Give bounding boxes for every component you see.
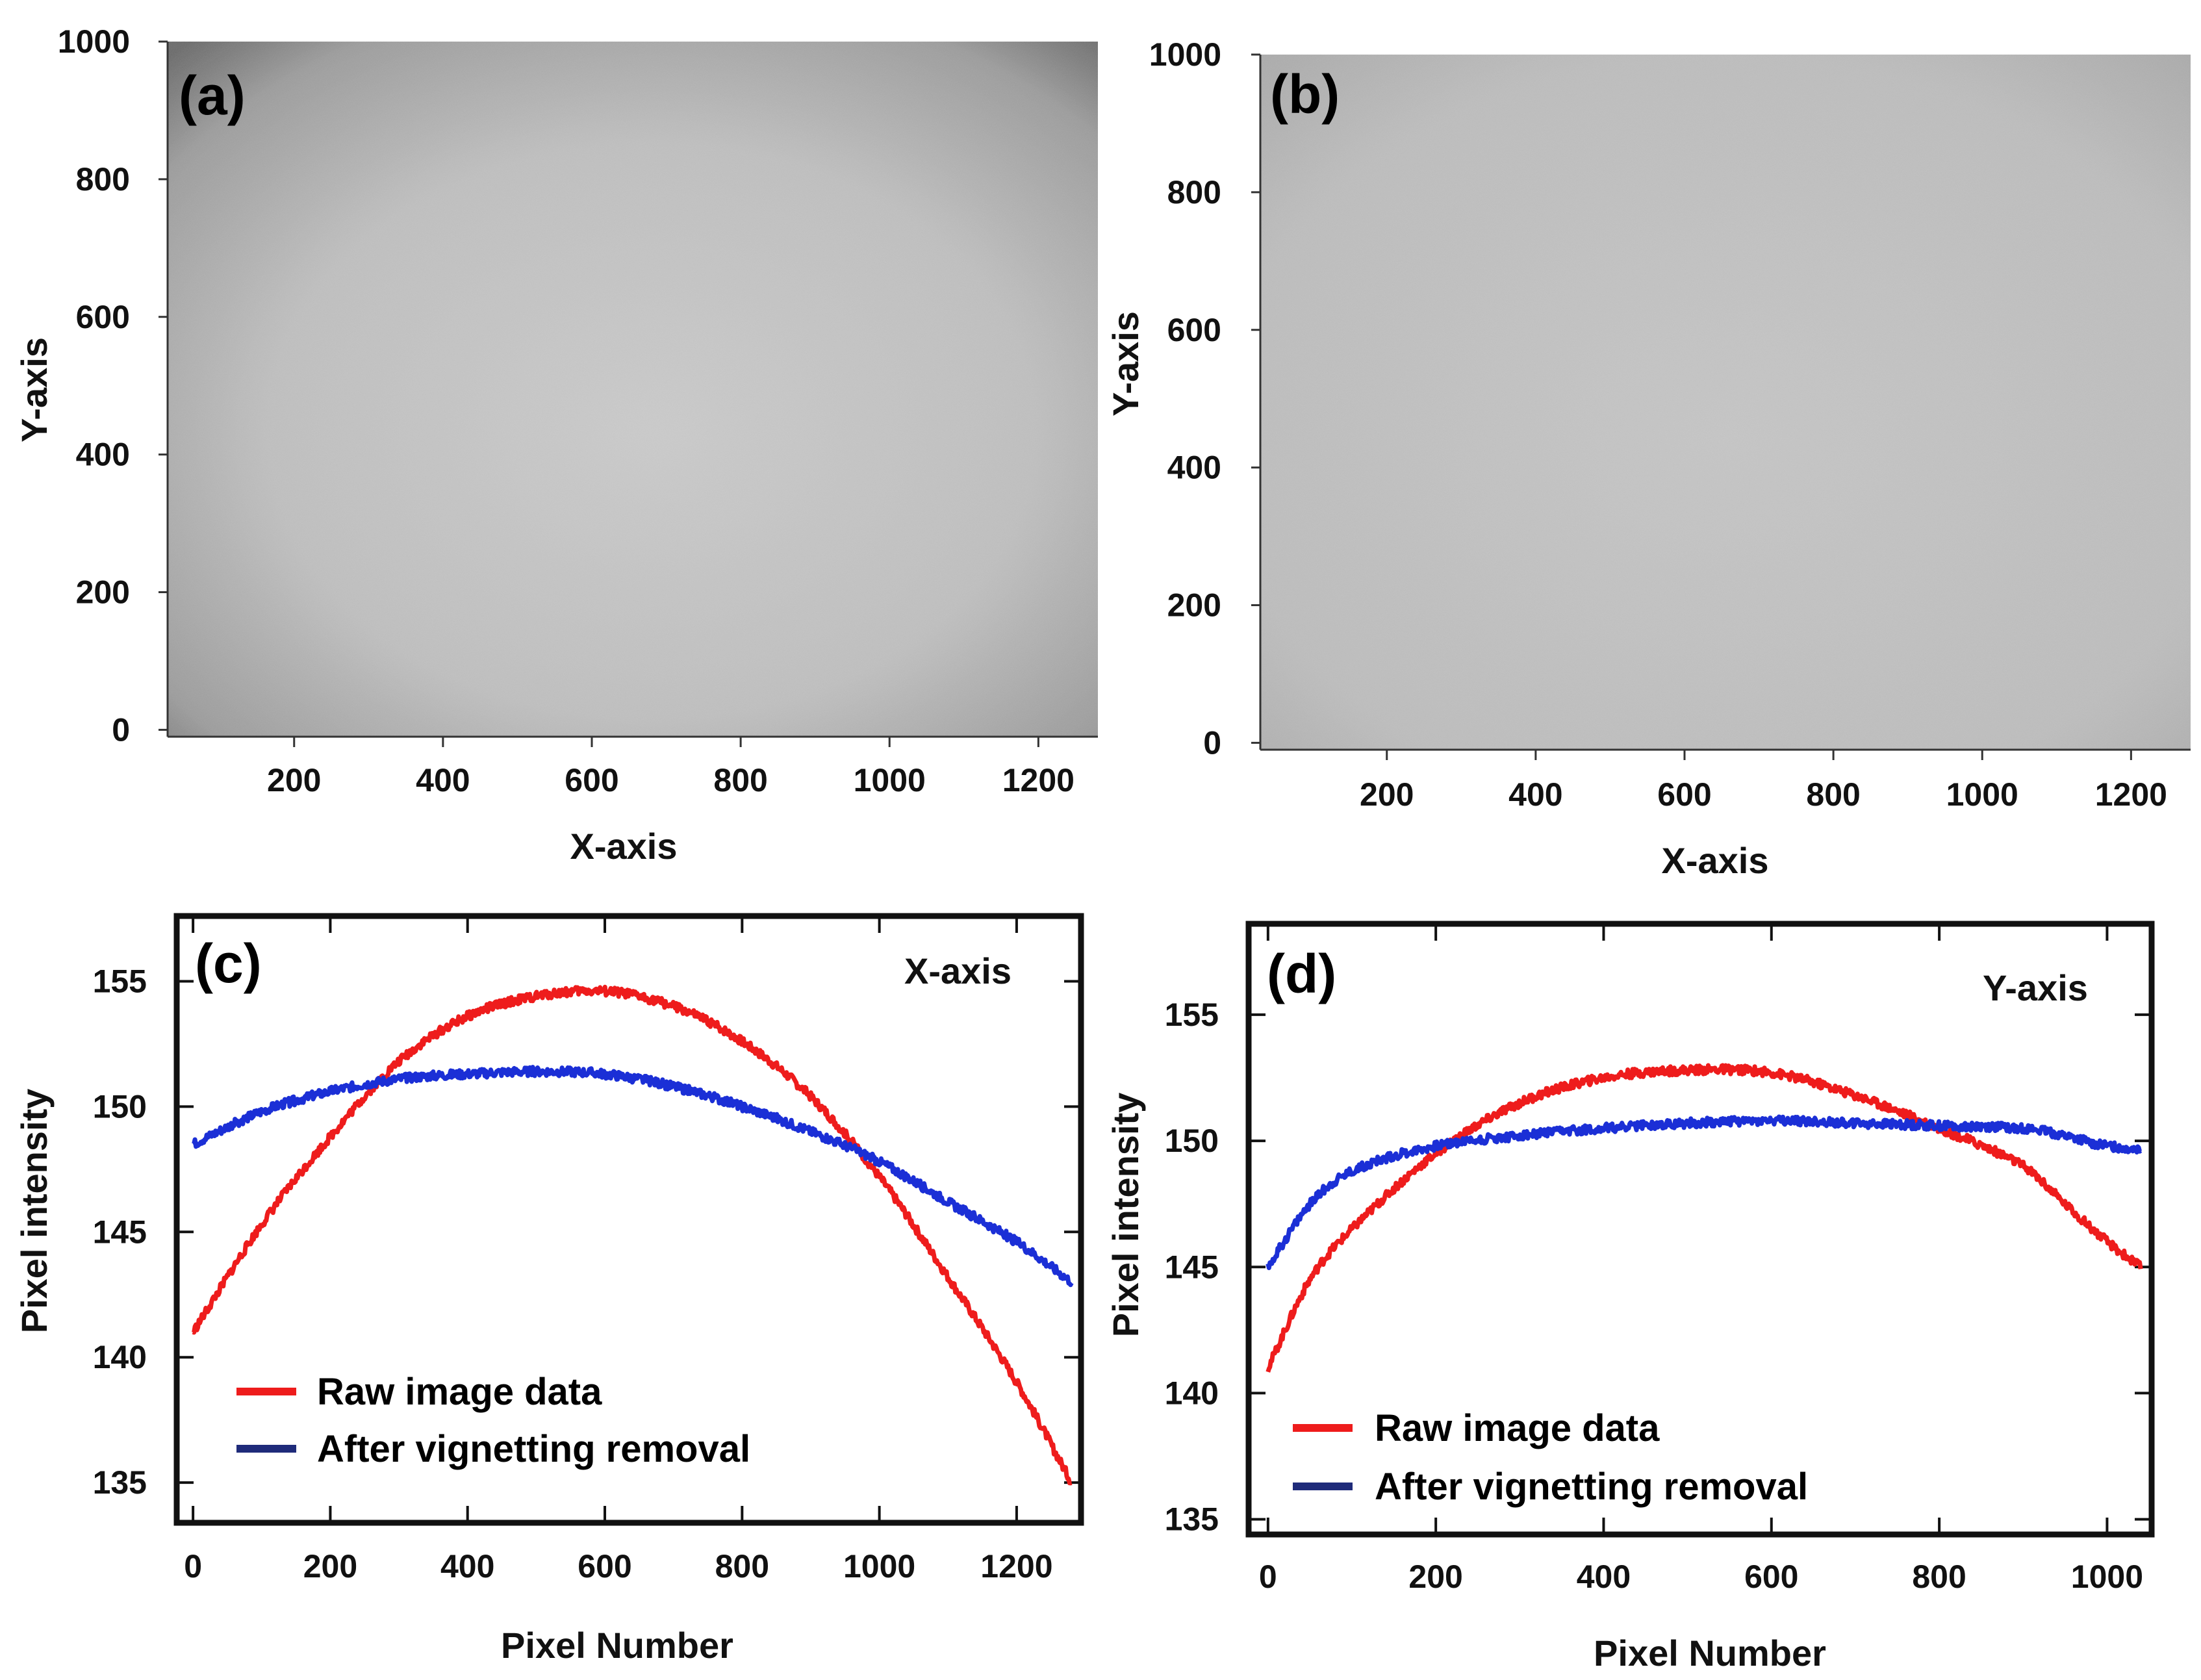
panel-c-lines: [192, 984, 1074, 1486]
panel-b-x-tick-label: 600: [1657, 776, 1711, 813]
panel-a-image: [168, 42, 1098, 737]
panel-b-ticks: 200 400 600 800 1000 1200 0 200 400 600 800 1000: [1149, 36, 2167, 813]
panel-c-letter: (c): [195, 933, 262, 994]
panel-c: 0 200 400 600 800 1000 1200 135 140 145 150 155 (c)…: [14, 913, 1084, 1666]
panel-c-y-tick-label: 135: [93, 1464, 147, 1501]
panel-a-xlabel: X-axis: [570, 826, 678, 867]
panel-b-x-tick-label: 200: [1360, 776, 1414, 813]
panel-d-letter: (d): [1267, 943, 1336, 1004]
panel-c-series-corrected: [192, 1065, 1074, 1288]
panel-c-y-tick-label: 155: [93, 963, 147, 999]
panel-c-ticks: 0 200 400 600 800 1000 1200 135 140 145 150 155: [93, 919, 1078, 1585]
panel-a-ticks: 200 400 600 800 1000 1200 0 200 400 600 800 1000: [58, 23, 1075, 798]
panel-b-image: [1260, 55, 2191, 750]
panel-a-y-tick-label: 800: [76, 161, 130, 197]
panel-d-ylabel: Pixel intensity: [1105, 1093, 1146, 1338]
panel-d-y-tick-label: 145: [1165, 1249, 1219, 1285]
panel-c-y-tick-label: 150: [93, 1088, 147, 1125]
panel-b-x-tick-label: 1200: [2095, 776, 2167, 813]
panel-d-legend: Raw image data After vignetting removal: [1293, 1407, 1808, 1508]
panel-b-y-tick-label: 200: [1167, 587, 1221, 624]
panel-b-x-tick-label: 400: [1508, 776, 1562, 813]
panel-d-series-raw: [1266, 1063, 2143, 1373]
panel-d-y-tick-label: 155: [1165, 997, 1219, 1033]
panel-b-y-tick-label: 600: [1167, 312, 1221, 348]
panel-b-y-tick-label: 1000: [1149, 36, 1221, 73]
panel-d-xlabel: Pixel Number: [1594, 1633, 1826, 1674]
panel-b-xlabel: X-axis: [1662, 840, 1769, 881]
panel-d-x-tick-label: 200: [1408, 1559, 1462, 1595]
panel-c-series-raw: [192, 984, 1073, 1486]
panel-d-y-tick-label: 140: [1165, 1375, 1219, 1411]
panel-b-ylabel: Y-axis: [1105, 311, 1146, 416]
panel-d-y-tick-label: 135: [1165, 1501, 1219, 1538]
panel-b: 200 400 600 800 1000 1200 0 200 400 600 800 1000 (b…: [1105, 36, 2191, 881]
panel-d-y-tick-label: 150: [1165, 1123, 1219, 1159]
panel-a-x-tick-label: 200: [267, 762, 321, 798]
panel-c-x-tick-label: 400: [440, 1548, 494, 1585]
panel-c-annotation: X-axis: [904, 950, 1011, 991]
panel-a-y-tick-label: 400: [76, 437, 130, 473]
panel-d-x-tick-label: 800: [1912, 1559, 1966, 1595]
panel-d-x-tick-label: 0: [1259, 1559, 1277, 1595]
panel-a-y-tick-label: 1000: [58, 23, 130, 60]
panel-d-x-tick-label: 1000: [2071, 1559, 2143, 1595]
panel-c-x-tick-label: 200: [303, 1548, 357, 1585]
panel-d-legend-label-raw: Raw image data: [1375, 1407, 1660, 1449]
panel-a-x-tick-label: 800: [713, 762, 767, 798]
panel-b-y-tick-label: 800: [1167, 174, 1221, 210]
panel-c-ylabel: Pixel intensity: [14, 1089, 55, 1334]
panel-a-ylabel: Y-axis: [14, 337, 55, 442]
panel-a-x-tick-label: 1000: [854, 762, 926, 798]
panel-d-x-tick-label: 600: [1744, 1559, 1798, 1595]
panel-d-legend-label-corrected: After vignetting removal: [1375, 1466, 1808, 1508]
panel-a-y-tick-label: 0: [112, 711, 130, 748]
panel-c-legend: Raw image data After vignetting removal: [236, 1371, 750, 1470]
panel-d-frame: [1245, 921, 2155, 1538]
panel-b-letter: (b): [1270, 64, 1340, 125]
panel-c-legend-label-corrected: After vignetting removal: [317, 1428, 750, 1470]
panel-c-x-tick-label: 1000: [843, 1548, 915, 1585]
panel-b-y-tick-label: 400: [1167, 450, 1221, 486]
panel-c-legend-label-raw: Raw image data: [317, 1371, 602, 1413]
panel-a-letter: (a): [179, 65, 246, 126]
panel-d-annotation: Y-axis: [1983, 967, 2088, 1008]
panel-a: 200 400 600 800 1000 1200 0 200 400 600 800 1000 (a…: [14, 23, 1098, 867]
panel-c-frame: [173, 913, 1084, 1526]
panel-c-x-tick-label: 600: [578, 1548, 631, 1585]
panel-a-y-tick-label: 600: [76, 299, 130, 335]
panel-a-x-tick-label: 600: [565, 762, 618, 798]
panel-c-xlabel: Pixel Number: [501, 1625, 733, 1666]
panel-b-x-tick-label: 800: [1806, 776, 1860, 813]
panel-c-y-tick-label: 140: [93, 1339, 147, 1375]
panel-b-x-tick-label: 1000: [1946, 776, 2018, 813]
panel-d-ticks: 0 200 400 600 800 1000 135 140 145 150 155: [1165, 926, 2149, 1595]
panel-d-lines: [1266, 1063, 2143, 1373]
panel-c-x-tick-label: 1200: [980, 1548, 1052, 1585]
panel-b-y-tick-label: 0: [1203, 724, 1221, 761]
panel-d: 0 200 400 600 800 1000 135 140 145 150 155 (d) Y-a…: [1105, 921, 2155, 1674]
panel-d-x-tick-label: 400: [1577, 1559, 1631, 1595]
panel-a-x-tick-label: 400: [416, 762, 470, 798]
panel-a-y-tick-label: 200: [76, 574, 130, 611]
panel-a-x-tick-label: 1200: [1002, 762, 1075, 798]
panel-c-x-tick-label: 0: [184, 1548, 202, 1585]
panel-c-y-tick-label: 145: [93, 1214, 147, 1250]
panel-c-x-tick-label: 800: [715, 1548, 769, 1585]
panel-d-series-corrected: [1266, 1114, 2143, 1271]
